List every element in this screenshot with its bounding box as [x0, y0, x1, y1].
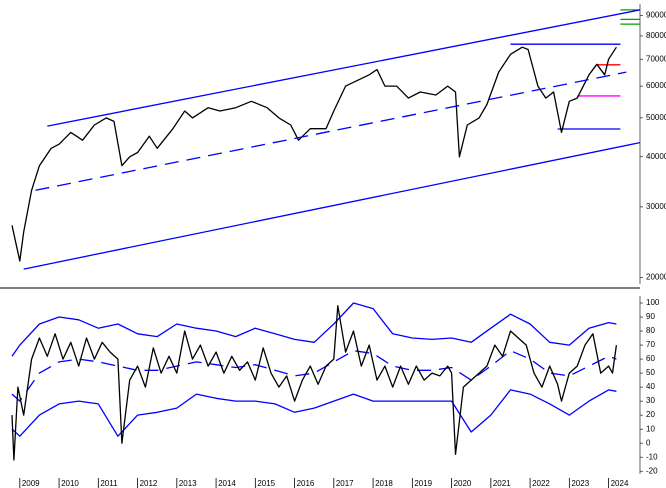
y-tick-label: 10	[646, 424, 655, 433]
y-tick-label: 50000	[646, 113, 666, 122]
y-tick-label: 90000	[646, 11, 666, 20]
series-line	[11, 302, 617, 357]
y-tick-label: 20	[646, 410, 655, 419]
series-line	[23, 141, 641, 270]
series-line	[47, 9, 641, 127]
x-tick-label: 2011	[100, 479, 118, 488]
y-tick-label: 80	[646, 326, 655, 335]
y-tick-label: -10	[646, 452, 658, 461]
y-tick-label: 30000	[646, 202, 666, 211]
x-tick-label: 2017	[336, 479, 354, 488]
x-tick-label: 2014	[218, 479, 236, 488]
x-tick-label: 2022	[532, 479, 550, 488]
y-tick-label: 50	[646, 368, 655, 377]
x-tick-label: 2010	[61, 479, 79, 488]
y-tick-label: 90	[646, 312, 655, 321]
x-tick-label: 2021	[493, 479, 511, 488]
series-line	[35, 71, 627, 191]
series-line	[11, 305, 618, 461]
x-tick-label: 2013	[179, 479, 197, 488]
y-tick-label: 60	[646, 354, 655, 363]
x-tick-label: 2024	[611, 479, 629, 488]
x-tick-label: 2009	[22, 479, 40, 488]
x-tick-label: 2023	[571, 479, 589, 488]
y-tick-label: 40000	[646, 152, 666, 161]
x-tick-label: 2015	[257, 479, 275, 488]
x-tick-label: 2020	[454, 479, 472, 488]
y-tick-label: 0	[646, 438, 651, 447]
y-tick-label: 70000	[646, 54, 666, 63]
y-tick-label: 70	[646, 340, 655, 349]
y-tick-label: 60000	[646, 81, 666, 90]
y-tick-label: 100	[646, 298, 660, 307]
x-tick-label: 2012	[140, 479, 158, 488]
y-tick-label: -20	[646, 466, 658, 475]
y-tick-label: 40	[646, 382, 655, 391]
y-tick-label: 80000	[646, 31, 666, 40]
series-line	[11, 350, 617, 402]
series-line	[11, 46, 617, 262]
y-tick-label: 20000	[646, 273, 666, 282]
x-tick-label: 2016	[297, 479, 315, 488]
x-tick-label: 2018	[375, 479, 393, 488]
y-tick-label: 30	[646, 396, 655, 405]
series-line	[11, 389, 617, 437]
x-tick-label: 2019	[414, 479, 432, 488]
